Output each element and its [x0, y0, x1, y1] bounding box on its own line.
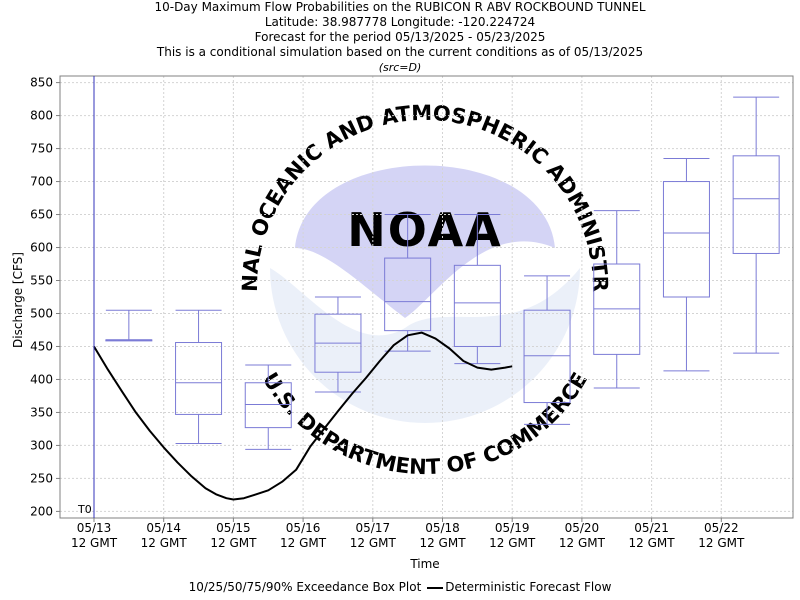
- x-tick-date-1: 05/14: [146, 521, 181, 535]
- chart-legend: 10/25/50/75/90% Exceedance Box Plot Deter…: [0, 580, 800, 595]
- box-05/22: [662, 157, 710, 372]
- x-tick-time-9: 12 GMT: [698, 536, 745, 550]
- y-tick-label-11: 750: [30, 142, 53, 156]
- x-tick-time-6: 12 GMT: [489, 536, 536, 550]
- box-05/19: [453, 214, 501, 365]
- x-tick-date-3: 05/16: [286, 521, 321, 535]
- x-tick-date-8: 05/21: [634, 521, 669, 535]
- legend-line-swatch: [427, 586, 444, 589]
- box-iqr-rect: [244, 382, 292, 429]
- x-tick-date-5: 05/18: [425, 521, 460, 535]
- deterministic-series: [93, 331, 513, 501]
- plot-frame: [59, 75, 794, 519]
- box-05/21: [593, 210, 641, 389]
- y-tick-label-8: 600: [30, 241, 53, 255]
- x-tick-time-7: 12 GMT: [559, 536, 606, 550]
- box-05/18: [384, 214, 432, 352]
- y-tick-label-7: 550: [30, 274, 53, 288]
- y-tick-label-2: 300: [30, 438, 53, 452]
- box-05/17: [314, 296, 362, 393]
- x-tick-time-3: 12 GMT: [280, 536, 327, 550]
- box-05/23: [732, 96, 780, 354]
- axes: T0 200 250 300 350 400 450 500 550 600 650 700 750 80…: [30, 75, 794, 550]
- box-iqr-rect: [175, 342, 223, 415]
- x-tick-time-2: 12 GMT: [210, 536, 257, 550]
- y-tick-label-13: 850: [30, 76, 53, 90]
- y-tick-label-10: 700: [30, 175, 53, 189]
- watermark-wave: [270, 268, 580, 423]
- chart-source-note: (src=D): [378, 61, 422, 74]
- box-05/15: [175, 309, 223, 444]
- y-tick-label-12: 800: [30, 109, 53, 123]
- x-tick-time-4: 12 GMT: [350, 536, 397, 550]
- chart-period: Forecast for the period 05/13/2025 - 05/…: [254, 30, 546, 44]
- y-tick-label-9: 650: [30, 208, 53, 222]
- x-tick-time-8: 12 GMT: [629, 536, 676, 550]
- box-iqr-rect: [732, 155, 780, 254]
- x-tick-date-2: 05/15: [216, 521, 251, 535]
- x-tick-time-1: 12 GMT: [141, 536, 188, 550]
- chart-title: 10-Day Maximum Flow Probabilities on the…: [154, 0, 646, 14]
- x-tick-time-0: 12 GMT: [71, 536, 118, 550]
- chart-condition-note: This is a conditional simulation based o…: [156, 45, 644, 59]
- x-tick-date-7: 05/20: [565, 521, 600, 535]
- y-tick-label-5: 450: [30, 339, 53, 353]
- x-tick-date-0: 05/13: [77, 521, 112, 535]
- y-tick-label-4: 400: [30, 372, 53, 386]
- box-iqr-rect: [384, 257, 432, 332]
- box-iqr-rect: [662, 181, 710, 298]
- x-tick-date-4: 05/17: [356, 521, 391, 535]
- box-05/16: [244, 364, 292, 450]
- y-tick-label-6: 500: [30, 306, 53, 320]
- box-05/14: [105, 309, 153, 342]
- y-tick-label-1: 250: [30, 471, 53, 485]
- watermark-bird: [295, 165, 555, 318]
- box-05/20: [523, 275, 571, 425]
- x-tick-time-5: 12 GMT: [419, 536, 466, 550]
- x-tick-date-6: 05/19: [495, 521, 530, 535]
- box-iqr-rect: [453, 264, 501, 347]
- x-axis-label: Time: [409, 557, 439, 571]
- y-tick-label-3: 350: [30, 405, 53, 419]
- legend-line-label: Deterministic Forecast Flow: [445, 580, 612, 594]
- box-iqr-rect: [523, 309, 571, 404]
- chart-titles: 10-Day Maximum Flow Probabilities on the…: [0, 0, 800, 75]
- chart-location: Latitude: 38.987778 Longitude: -120.2247…: [264, 15, 536, 29]
- t0-label: T0: [77, 503, 92, 516]
- y-axis-label: Discharge [CFS]: [11, 252, 25, 348]
- y-tick-label-0: 200: [30, 504, 53, 518]
- noaa-watermark: NOAANATIONAL OCEANIC AND ATMOSPHERIC ADM…: [0, 0, 612, 479]
- legend-box-label: 10/25/50/75/90% Exceedance Box Plot: [188, 580, 422, 594]
- x-tick-date-9: 05/22: [704, 521, 739, 535]
- exceedance-boxes: [105, 96, 780, 450]
- deterministic-forecast-line: [93, 331, 513, 501]
- watermark-logo-text: NOAA: [347, 203, 503, 257]
